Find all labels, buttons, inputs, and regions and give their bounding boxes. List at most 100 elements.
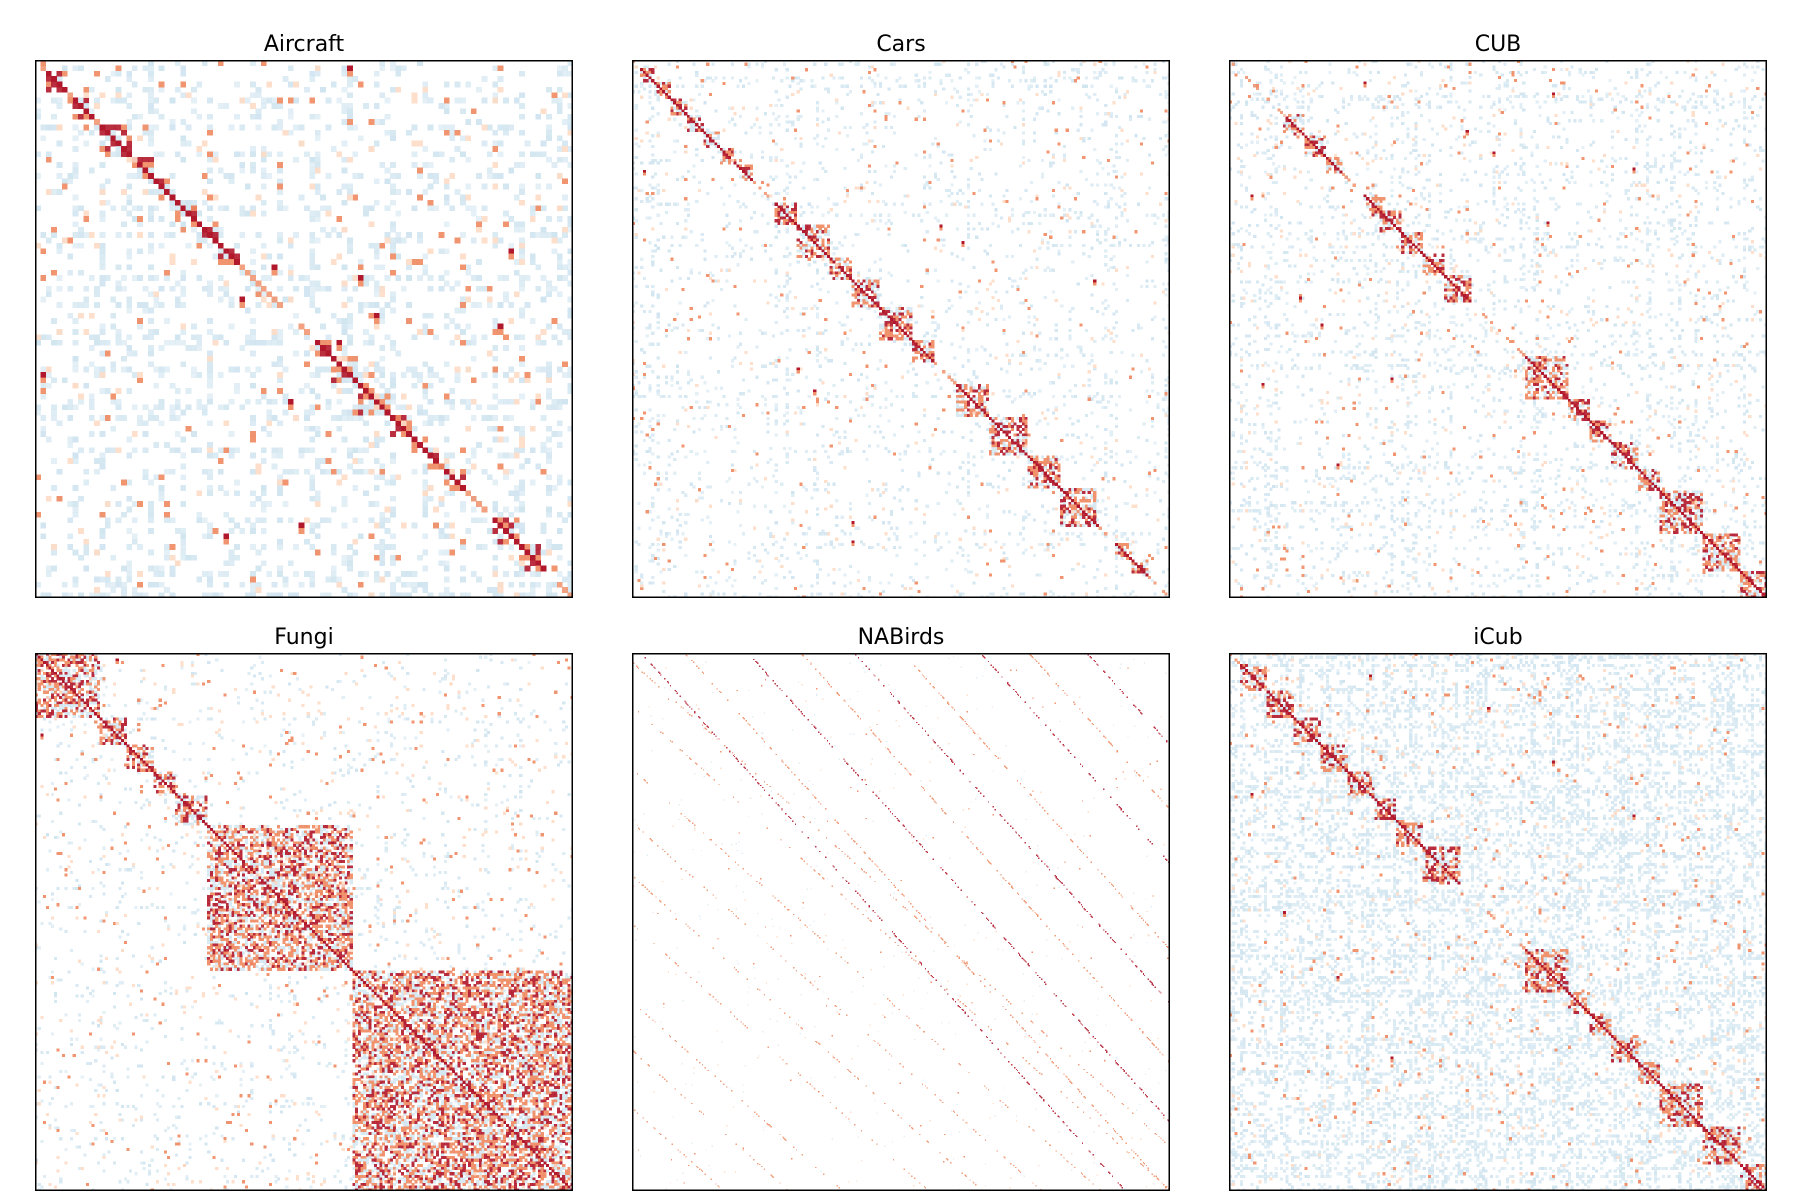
heatmap-cell bbox=[659, 221, 663, 226]
heatmap-cell bbox=[1095, 76, 1100, 80]
heatmap-cell bbox=[562, 146, 569, 152]
heatmap-cell bbox=[944, 567, 949, 571]
heatmap-cell bbox=[67, 544, 74, 550]
heatmap-cell bbox=[697, 114, 702, 119]
heatmap-cell bbox=[217, 592, 224, 598]
heatmap-cell bbox=[443, 178, 450, 185]
heatmap-cell bbox=[686, 512, 691, 517]
heatmap-cell bbox=[126, 565, 133, 572]
heatmap-cell bbox=[950, 279, 954, 283]
heatmap-cell bbox=[110, 70, 117, 77]
heatmap-cell bbox=[846, 290, 850, 294]
heatmap-cell bbox=[980, 449, 984, 453]
heatmap-cell bbox=[363, 302, 369, 308]
heatmap-cell bbox=[931, 458, 935, 462]
heatmap-cell bbox=[870, 518, 874, 522]
heatmap-cell bbox=[309, 162, 316, 168]
heatmap-cell bbox=[411, 372, 418, 378]
heatmap-cell bbox=[914, 562, 918, 566]
heatmap-cell bbox=[298, 388, 305, 394]
heatmap-cell bbox=[126, 146, 133, 152]
heatmap-cell bbox=[1101, 337, 1105, 341]
heatmap-cell bbox=[873, 101, 877, 105]
heatmap-cell bbox=[634, 197, 638, 201]
heatmap-cell bbox=[379, 393, 386, 400]
heatmap-cell bbox=[330, 146, 337, 152]
heatmap-cell bbox=[640, 73, 644, 77]
heatmap-cell bbox=[217, 242, 224, 249]
heatmap-cell bbox=[282, 581, 289, 588]
heatmap-cell bbox=[513, 517, 520, 524]
heatmap-cell bbox=[147, 242, 154, 249]
heatmap-cell bbox=[368, 388, 375, 394]
heatmap-cell bbox=[567, 581, 573, 588]
heatmap-cell bbox=[529, 544, 536, 550]
heatmap-cell bbox=[164, 511, 170, 518]
heatmap-cell bbox=[807, 526, 811, 530]
heatmap-cell bbox=[223, 538, 230, 545]
heatmap-cell bbox=[865, 279, 869, 283]
heatmap-cell bbox=[708, 485, 712, 489]
heatmap-cell bbox=[1010, 353, 1014, 357]
heatmap-cell bbox=[909, 342, 913, 346]
heatmap-cell bbox=[879, 81, 883, 86]
heatmap-cell bbox=[72, 581, 79, 588]
heatmap-cell bbox=[277, 253, 283, 260]
heatmap-cell bbox=[1104, 512, 1108, 517]
heatmap-cell bbox=[293, 415, 300, 421]
heatmap-cell bbox=[147, 334, 154, 341]
heatmap-cell bbox=[761, 65, 765, 69]
heatmap-cell bbox=[1148, 186, 1152, 190]
heatmap-cell bbox=[944, 101, 949, 105]
heatmap-cell bbox=[717, 337, 721, 341]
heatmap-cell bbox=[94, 366, 100, 373]
heatmap-cell bbox=[384, 167, 391, 174]
heatmap-cell bbox=[975, 76, 979, 80]
heatmap-cell bbox=[873, 219, 877, 223]
heatmap-cell bbox=[1046, 265, 1050, 270]
heatmap-cell bbox=[1104, 427, 1108, 431]
heatmap-cell bbox=[648, 449, 652, 453]
heatmap-cell bbox=[373, 474, 380, 481]
heatmap-cell bbox=[1104, 460, 1108, 464]
heatmap-cell bbox=[83, 329, 90, 335]
heatmap-cell bbox=[1079, 213, 1083, 217]
heatmap-cell bbox=[703, 449, 707, 453]
heatmap-cell bbox=[325, 285, 332, 292]
heatmap-cell bbox=[449, 318, 456, 325]
heatmap-cell bbox=[556, 511, 563, 518]
heatmap-cell bbox=[341, 108, 348, 115]
heatmap-cell bbox=[736, 164, 740, 168]
heatmap-cell bbox=[928, 156, 932, 160]
heatmap-cell bbox=[675, 112, 680, 116]
heatmap-cell bbox=[936, 501, 940, 506]
heatmap-cell bbox=[260, 264, 267, 271]
heatmap-cell bbox=[137, 275, 143, 281]
heatmap-cell bbox=[933, 136, 938, 140]
heatmap-cell bbox=[196, 151, 203, 158]
heatmap-cell bbox=[1002, 587, 1006, 591]
heatmap-cell bbox=[1098, 510, 1102, 514]
heatmap-cell bbox=[513, 425, 520, 432]
heatmap-cell bbox=[925, 331, 929, 335]
heatmap-cell bbox=[708, 139, 712, 143]
heatmap-cell bbox=[67, 404, 74, 411]
heatmap-cell bbox=[931, 394, 935, 399]
heatmap-cell bbox=[357, 382, 364, 389]
heatmap-cell bbox=[835, 213, 839, 217]
heatmap-cell bbox=[137, 232, 143, 238]
heatmap-cell bbox=[341, 86, 348, 93]
heatmap-cell bbox=[115, 135, 122, 142]
heatmap-cell bbox=[719, 425, 723, 429]
heatmap-cell bbox=[673, 150, 677, 154]
heatmap-cell bbox=[785, 329, 789, 333]
heatmap-cell bbox=[725, 158, 729, 162]
heatmap-cell bbox=[126, 92, 133, 99]
heatmap-cell bbox=[347, 194, 353, 201]
heatmap-cell bbox=[1008, 361, 1012, 366]
heatmap-cell bbox=[309, 172, 316, 179]
heatmap-cell bbox=[700, 518, 704, 522]
heatmap-cell bbox=[486, 528, 493, 534]
heatmap-cell bbox=[1049, 381, 1053, 385]
heatmap-cell bbox=[766, 422, 770, 426]
